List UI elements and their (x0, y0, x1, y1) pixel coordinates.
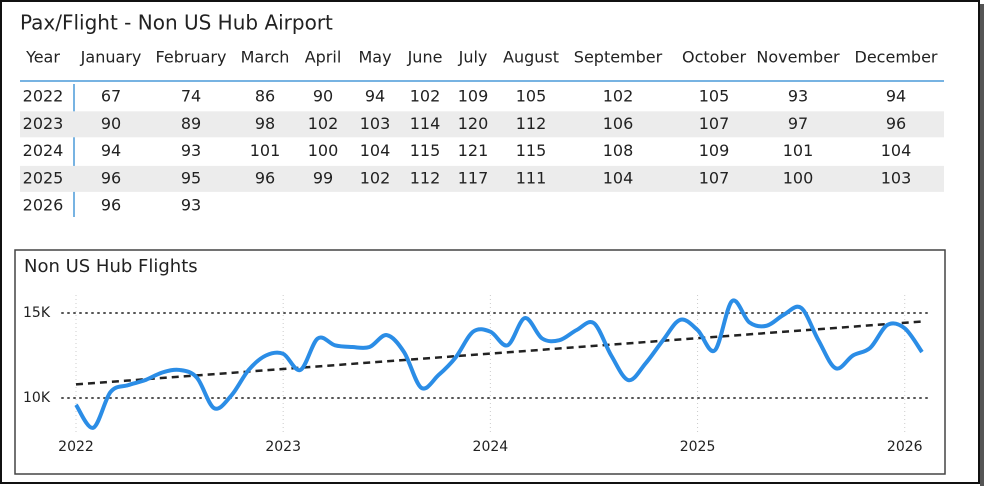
value-cell: 93 (181, 196, 201, 215)
y-tick-label: 10K (23, 390, 51, 406)
value-cell: 104 (603, 168, 634, 187)
column-header: December (855, 48, 938, 67)
value-cell: 120 (458, 114, 489, 133)
column-header: August (503, 48, 559, 67)
value-cell: 115 (410, 141, 441, 160)
value-cell: 105 (699, 87, 730, 106)
value-cell: 114 (410, 114, 441, 133)
year-cell: 2023 (23, 114, 64, 133)
value-cell: 107 (699, 114, 730, 133)
value-cell: 99 (313, 168, 333, 187)
row-band (20, 111, 944, 138)
value-cell: 96 (255, 168, 275, 187)
value-cell: 106 (603, 114, 634, 133)
value-cell: 108 (603, 141, 634, 160)
value-cell: 95 (181, 168, 201, 187)
value-cell: 117 (458, 168, 489, 187)
column-header: Year (25, 48, 60, 67)
value-cell: 102 (360, 168, 391, 187)
column-header: October (682, 48, 746, 67)
x-tick-label: 2025 (680, 439, 716, 455)
value-cell: 86 (255, 87, 275, 106)
value-cell: 105 (516, 87, 547, 106)
value-cell: 112 (516, 114, 547, 133)
column-header: January (80, 48, 142, 67)
x-tick-label: 2024 (473, 439, 509, 455)
series-line (74, 298, 924, 430)
value-cell: 93 (181, 141, 201, 160)
year-cell: 2024 (23, 141, 64, 160)
value-cell: 107 (699, 168, 730, 187)
chart-frame (14, 249, 946, 475)
x-tick-label: 2023 (265, 439, 301, 455)
column-header: April (305, 48, 342, 67)
value-cell: 89 (181, 114, 201, 133)
value-cell: 111 (516, 168, 547, 187)
column-header: November (756, 48, 840, 67)
column-header: May (358, 48, 391, 67)
value-cell: 94 (101, 141, 121, 160)
shadow (980, 4, 984, 486)
column-header: March (241, 48, 290, 67)
value-cell: 67 (101, 87, 121, 106)
value-cell: 101 (783, 141, 814, 160)
year-cell: 2022 (23, 87, 64, 106)
column-header: September (574, 48, 663, 67)
row-band (20, 165, 944, 192)
value-cell: 97 (788, 114, 808, 133)
trend-line (75, 320, 923, 386)
value-cell: 101 (250, 141, 281, 160)
value-cell: 112 (410, 168, 441, 187)
value-cell: 94 (365, 87, 385, 106)
column-header: February (156, 48, 227, 67)
table-title: Pax/Flight - Non US Hub Airport (20, 11, 333, 35)
value-cell: 102 (410, 87, 441, 106)
value-cell: 100 (783, 168, 814, 187)
year-cell: 2025 (23, 168, 64, 187)
value-cell: 90 (101, 114, 121, 133)
x-tick-label: 2022 (58, 439, 94, 455)
value-cell: 109 (458, 87, 489, 106)
value-cell: 96 (101, 168, 121, 187)
column-header: June (407, 48, 443, 67)
value-cell: 90 (313, 87, 333, 106)
value-cell: 121 (458, 141, 489, 160)
value-cell: 98 (255, 114, 275, 133)
value-cell: 103 (881, 168, 912, 187)
value-cell: 104 (881, 141, 912, 160)
value-cell: 96 (886, 114, 906, 133)
value-cell: 93 (788, 87, 808, 106)
column-header: July (458, 48, 488, 67)
x-tick-label: 2026 (887, 439, 923, 455)
value-cell: 109 (699, 141, 730, 160)
y-tick-label: 15K (23, 305, 51, 321)
value-cell: 102 (308, 114, 339, 133)
value-cell: 103 (360, 114, 391, 133)
value-cell: 102 (603, 87, 634, 106)
value-cell: 96 (101, 196, 121, 215)
value-cell: 100 (308, 141, 339, 160)
value-cell: 104 (360, 141, 391, 160)
chart-title: Non US Hub Flights (24, 256, 198, 277)
value-cell: 94 (886, 87, 906, 106)
year-cell: 2026 (23, 196, 64, 215)
value-cell: 74 (181, 87, 201, 106)
value-cell: 115 (516, 141, 547, 160)
